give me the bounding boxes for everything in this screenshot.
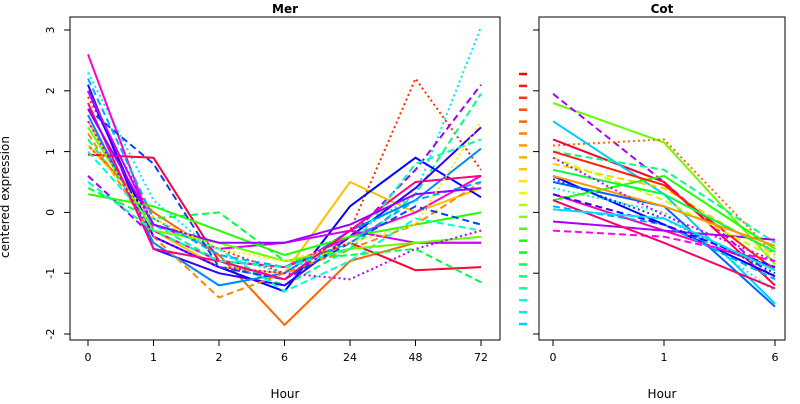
x-tick-label: 0 xyxy=(550,351,557,364)
y-axis-label: centered expression xyxy=(0,136,12,258)
series-line-mer-18 xyxy=(87,108,482,281)
series-line-cot-14 xyxy=(552,174,776,250)
x-tick-label: 48 xyxy=(409,351,423,364)
panel-title: Mer xyxy=(272,2,298,16)
series-line-mer-16 xyxy=(87,150,482,293)
series-line-mer-22 xyxy=(87,138,482,269)
series-line-cot-19 xyxy=(552,199,776,290)
series-line-cot-21 xyxy=(552,193,776,269)
plot-frame xyxy=(538,16,786,341)
y-tick-label: -2 xyxy=(44,329,57,340)
x-tick-label: 1 xyxy=(661,351,668,364)
x-axis-label: Hour xyxy=(648,387,677,400)
series-line-cot-2 xyxy=(552,93,776,281)
x-tick-label: 0 xyxy=(85,351,92,364)
series-line-mer-24 xyxy=(87,120,482,263)
series-line-mer-12 xyxy=(87,90,481,250)
panel-mer: Mer 0 1 2 6 24 48 72 Hour -2 -1 0 1 2 3 xyxy=(44,2,501,401)
series-line-cot-1 xyxy=(552,102,776,265)
series-line-mer-1 xyxy=(87,76,482,275)
x-tick-label: 6 xyxy=(772,351,779,364)
series-line-mer-19 xyxy=(87,120,482,281)
series-line-cot-18 xyxy=(552,156,776,259)
color-key-legend xyxy=(519,72,527,326)
x-tick-label: 72 xyxy=(474,351,488,364)
series-line-mer-23 xyxy=(87,108,482,244)
x-tick-label: 24 xyxy=(343,351,357,364)
series-line-mer-21 xyxy=(87,102,482,281)
y-tick-label: -1 xyxy=(44,268,57,279)
x-axis-label: Hour xyxy=(271,387,300,400)
y-tick-label: 0 xyxy=(44,209,57,216)
panel-title: Cot xyxy=(651,2,674,16)
y-tick-label: 2 xyxy=(44,87,57,94)
series-line-cot-12 xyxy=(552,220,776,241)
x-tick-label: 1 xyxy=(150,351,157,364)
series-line-cot-3 xyxy=(552,138,776,256)
y-tick-label: 3 xyxy=(44,27,57,34)
series-line-mer-20 xyxy=(87,78,482,269)
series-line-cot-16 xyxy=(552,150,776,271)
x-tick-label: 6 xyxy=(281,351,288,364)
series-line-mer-9 xyxy=(87,114,482,287)
series-line-cot-4 xyxy=(552,138,776,287)
series-line-cot-23 xyxy=(552,208,776,272)
series-line-cot-8 xyxy=(552,150,776,244)
series-line-cot-15 xyxy=(552,178,776,275)
series-line-cot-24 xyxy=(552,156,776,262)
series-line-cot-22 xyxy=(552,174,776,247)
series-line-cot-13 xyxy=(552,229,776,262)
y-tick-label: 1 xyxy=(44,148,57,155)
x-tick-label: 2 xyxy=(216,351,223,364)
series-line-mer-6 xyxy=(87,120,482,275)
panel-cot: Cot 0 1 6 Hour xyxy=(533,2,786,401)
